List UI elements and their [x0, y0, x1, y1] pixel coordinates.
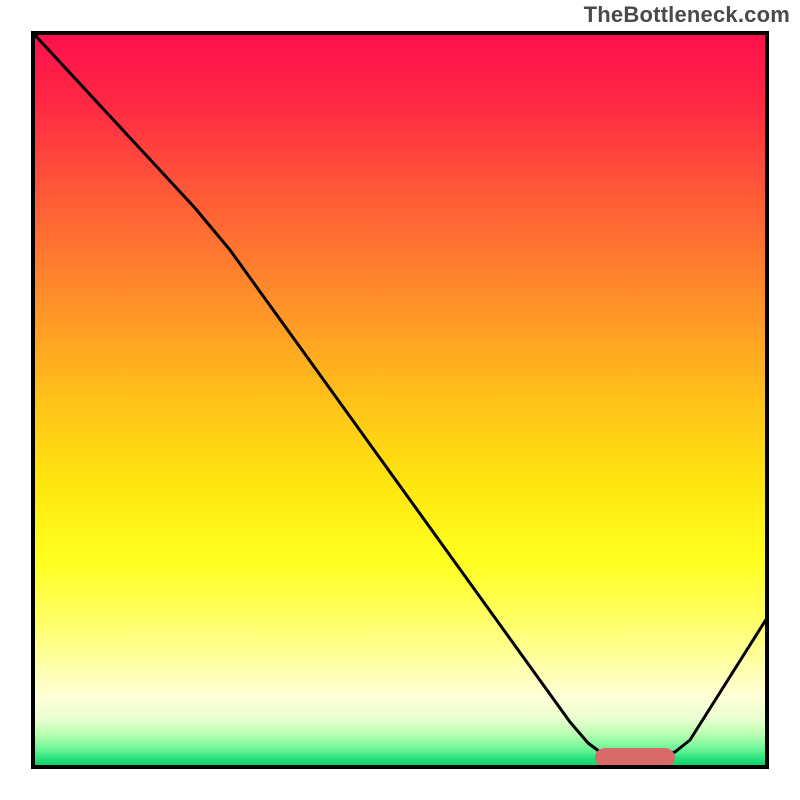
- watermark-text: TheBottleneck.com: [584, 2, 790, 28]
- optimal-range-marker: [595, 748, 675, 767]
- heatmap-background: [33, 33, 767, 767]
- bottleneck-chart: [0, 0, 800, 800]
- chart-container: TheBottleneck.com: [0, 0, 800, 800]
